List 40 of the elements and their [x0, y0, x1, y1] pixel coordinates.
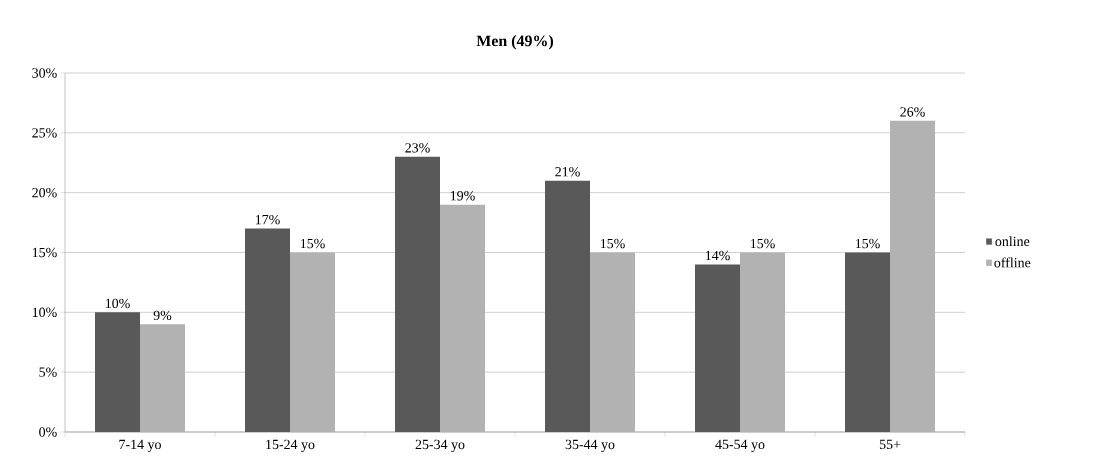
bar	[590, 252, 635, 432]
data-label: 17%	[255, 214, 280, 225]
data-label: 15%	[600, 238, 625, 249]
chart-title: Men (49%)	[476, 35, 554, 50]
data-label: 19%	[450, 190, 475, 201]
x-tick-label: 15-24 yo	[266, 439, 315, 453]
data-label: 21%	[555, 167, 580, 177]
bar	[440, 204, 485, 432]
bar	[890, 120, 936, 432]
y-tick-label: 10%	[32, 307, 57, 318]
data-label: 15%	[300, 238, 325, 249]
bar	[245, 228, 290, 432]
y-tick-label: 15%	[32, 247, 57, 258]
bar	[95, 312, 140, 432]
bar	[545, 180, 590, 432]
y-tick-label: 0%	[39, 427, 57, 437]
bar	[845, 252, 891, 432]
data-label: 10%	[105, 298, 130, 309]
x-tick-label: 7-14 yo	[119, 439, 161, 452]
y-tick-label: 30%	[32, 68, 57, 78]
bar	[140, 324, 185, 432]
bar	[395, 156, 440, 432]
data-label: 15%	[855, 238, 880, 249]
x-tick-label: 55+	[879, 439, 901, 450]
legend-label: offline	[994, 257, 1031, 268]
data-label: 26%	[900, 107, 925, 117]
x-tick-label: 45-54 yo	[715, 439, 765, 452]
data-label: 15%	[750, 238, 775, 249]
bar	[695, 264, 740, 432]
x-tick-label: 35-44 yo	[565, 439, 615, 453]
bar	[290, 252, 335, 432]
bar	[740, 252, 786, 432]
x-tick-label: 25-34 yo	[415, 439, 465, 453]
legend-label: online	[995, 236, 1030, 247]
y-tick-label: 25%	[32, 128, 57, 138]
y-tick-label: 5%	[39, 367, 57, 377]
data-label: 9%	[153, 310, 172, 321]
data-label: 14%	[705, 250, 730, 261]
y-tick-label: 20%	[32, 187, 57, 198]
data-label: 23%	[405, 143, 430, 153]
